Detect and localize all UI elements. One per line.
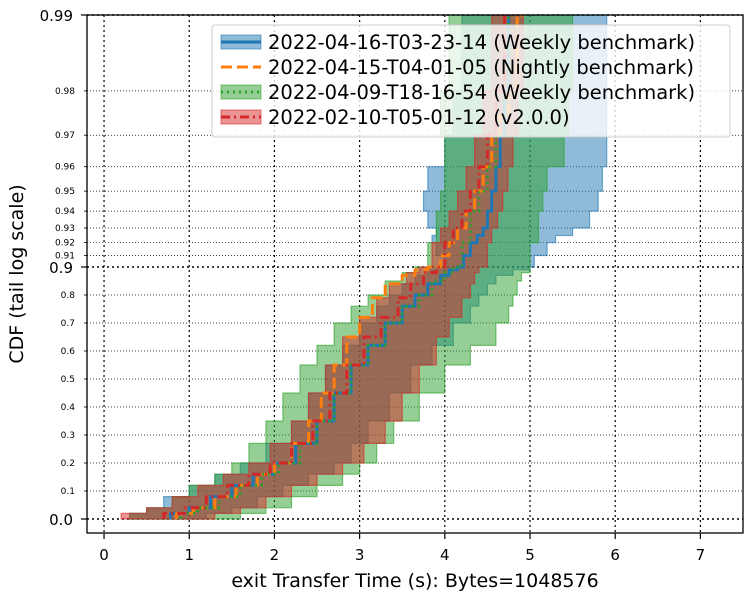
y-minor-tick-label-10: 0.93 <box>55 224 75 234</box>
y-minor-tick-label-1: 0.2 <box>61 459 75 469</box>
confidence-bands <box>120 15 608 520</box>
x-tick-label-1: 1 <box>184 546 194 564</box>
y-minor-tick-label-2: 0.3 <box>61 431 75 441</box>
y-minor-tick-label-13: 0.96 <box>55 163 75 173</box>
line-series-3 <box>162 15 512 519</box>
y-minor-tick-label-11: 0.94 <box>55 207 75 217</box>
legend-label-2: 2022-04-09-T18-16-54 (Weekly benchmark) <box>268 81 695 104</box>
x-tick-label-2: 2 <box>270 546 280 564</box>
band-series-3 <box>120 15 529 520</box>
legend-label-0: 2022-04-16-T03-23-14 (Weekly benchmark) <box>268 31 695 54</box>
legend-entry-3: 2022-02-10-T05-01-12 (v2.0.0) <box>220 106 570 129</box>
y-minor-tick-label-5: 0.6 <box>61 347 76 357</box>
legend-label-3: 2022-02-10-T05-01-12 (v2.0.0) <box>268 106 570 129</box>
x-tick-label-6: 6 <box>610 546 620 564</box>
y-minor-tick-label-9: 0.92 <box>55 239 75 249</box>
legend-box <box>211 24 731 138</box>
y-minor-tick-label-3: 0.4 <box>61 403 76 413</box>
x-tick-label-5: 5 <box>525 546 535 564</box>
legend: 2022-04-16-T03-23-14 (Weekly benchmark)2… <box>211 24 731 138</box>
y-minor-tick-label-8: 0.91 <box>55 251 75 261</box>
y-major-tick-label-2: 0.99 <box>40 7 73 25</box>
legend-entry-1: 2022-04-15-T04-01-05 (Nightly benchmark) <box>221 56 694 79</box>
x-tick-label-0: 0 <box>99 546 109 564</box>
y-axis-label: CDF (tail log scale) <box>6 184 28 363</box>
y-minor-tick-label-6: 0.7 <box>61 319 75 329</box>
x-tick-label-7: 7 <box>696 546 706 564</box>
x-tick-label-3: 3 <box>355 546 365 564</box>
y-major-tick-label-0: 0.0 <box>49 511 73 529</box>
cdf-lines <box>162 15 524 519</box>
legend-label-1: 2022-04-15-T04-01-05 (Nightly benchmark) <box>268 56 694 79</box>
line-series-2 <box>179 15 513 519</box>
x-tick-label-4: 4 <box>440 546 450 564</box>
y-minor-tick-label-14: 0.97 <box>55 131 75 141</box>
y-minor-tick-label-15: 0.98 <box>55 87 75 97</box>
legend-entry-2: 2022-04-09-T18-16-54 (Weekly benchmark) <box>220 81 695 104</box>
x-axis-label: exit Transfer Time (s): Bytes=1048576 <box>231 570 598 592</box>
legend-entry-0: 2022-04-16-T03-23-14 (Weekly benchmark) <box>220 31 695 54</box>
y-major-tick-label-1: 0.9 <box>49 259 73 277</box>
y-minor-tick-label-12: 0.95 <box>55 187 75 197</box>
y-minor-tick-label-0: 0.1 <box>61 487 75 497</box>
axis-ticks: 0 1 2 3 4 5 6 70.10.20.30.40.50.60.70.80.910.92… <box>40 7 706 564</box>
y-minor-tick-label-7: 0.8 <box>61 291 76 301</box>
plot-frame <box>86 14 744 534</box>
y-minor-tick-label-4: 0.5 <box>61 375 75 385</box>
